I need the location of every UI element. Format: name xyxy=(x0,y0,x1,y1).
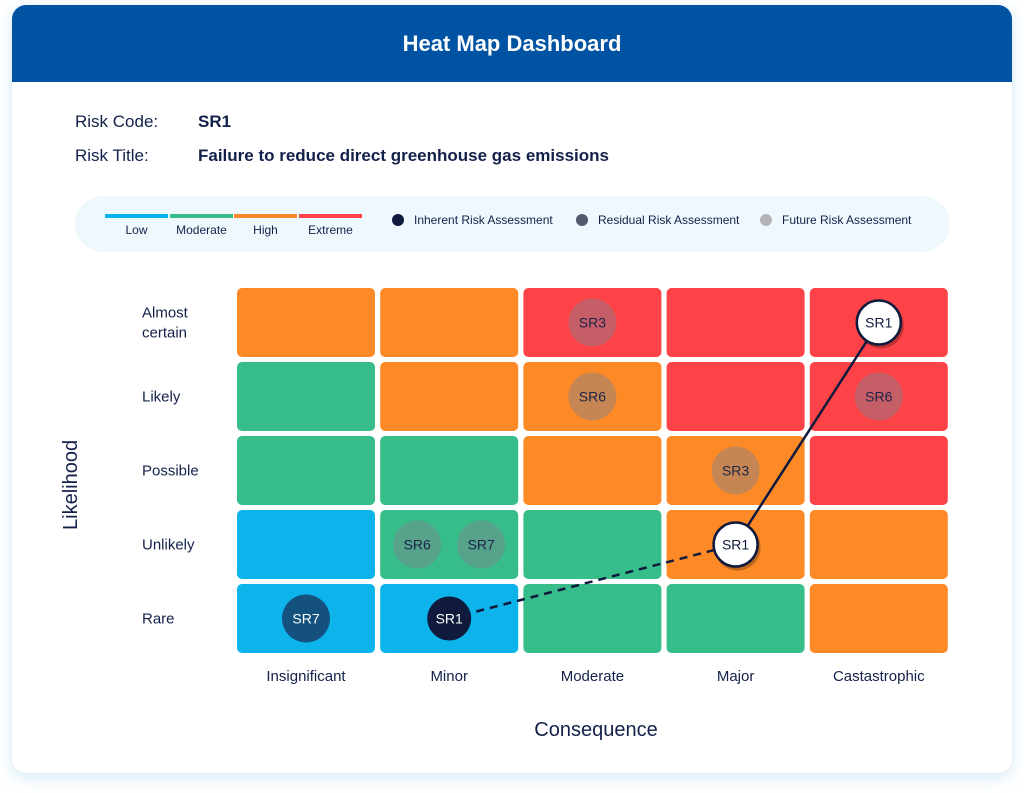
heatmap-cell xyxy=(380,436,519,505)
legend-extreme: Extreme xyxy=(299,214,362,237)
heatmap-cell xyxy=(666,436,805,505)
heatmap-cell xyxy=(237,288,375,357)
heatmap-cell xyxy=(523,584,662,653)
heatmap-cell xyxy=(809,584,948,653)
risk-marker-label: SR1 xyxy=(436,611,463,627)
risk-marker-label: SR1 xyxy=(865,315,892,331)
risk-marker xyxy=(568,298,617,347)
risk-marker xyxy=(854,372,903,421)
risk-title-row: Risk Title: Failure to reduce direct gre… xyxy=(75,146,609,166)
legend-low-label: Low xyxy=(125,223,148,237)
risk-code-value: SR1 xyxy=(198,112,232,131)
risk-title-label: Risk Title: xyxy=(75,146,149,165)
legend-extreme-swatch xyxy=(299,214,362,218)
legend-low-swatch xyxy=(105,214,168,218)
risk-path-dashed xyxy=(448,543,736,620)
legend-high-swatch xyxy=(234,214,297,218)
legend-future: Future Risk Assessment xyxy=(760,213,911,227)
y-tick-label: Unlikely xyxy=(142,537,195,554)
x-axis-title: Consequence xyxy=(534,719,657,741)
heatmap-cell xyxy=(380,362,519,431)
heatmap-cell xyxy=(380,288,519,357)
risk-code-label: Risk Code: xyxy=(75,112,159,131)
heatmap-cell xyxy=(523,288,662,357)
y-tick-label: Rare xyxy=(142,611,175,628)
legend-inherent: Inherent Risk Assessment xyxy=(392,213,553,227)
risk-marker xyxy=(711,446,760,495)
risk-title-value: Failure to reduce direct greenhouse gas … xyxy=(198,146,609,165)
risk-marker-label: SR6 xyxy=(404,537,431,553)
legend-low: Low xyxy=(105,214,168,237)
heatmap-cell xyxy=(809,436,948,505)
risk-marker-label: SR6 xyxy=(865,389,892,405)
risk-marker xyxy=(568,372,617,421)
legend-moderate: Moderate xyxy=(170,214,233,237)
x-tick-label: Minor xyxy=(430,668,468,685)
y-tick-label: Possible xyxy=(142,463,199,480)
heatmap-cell xyxy=(380,510,519,579)
risk-marker-label: SR1 xyxy=(722,537,749,553)
heatmap-cell xyxy=(666,288,805,357)
risk-marker-label: SR7 xyxy=(292,611,319,627)
y-tick-label: certain xyxy=(142,325,187,342)
heatmap-cell xyxy=(523,510,662,579)
legend-future-dot xyxy=(760,214,772,226)
risk-marker xyxy=(457,520,506,569)
x-tick-label: Castastrophic xyxy=(833,668,925,685)
risk-marker-label: SR3 xyxy=(722,463,749,479)
risk-marker-sr1 xyxy=(855,299,903,346)
risk-marker-label: SR6 xyxy=(579,389,606,405)
heatmap-cell xyxy=(237,362,375,431)
page-title: Heat Map Dashboard xyxy=(12,5,1012,82)
risk-path-solid xyxy=(734,321,880,546)
risk-marker-sr1 xyxy=(712,521,759,568)
legend-residual-label: Residual Risk Assessment xyxy=(598,213,740,227)
legend-inherent-label: Inherent Risk Assessment xyxy=(414,213,553,227)
heatmap-cell xyxy=(809,362,948,431)
y-tick-label: Likely xyxy=(142,389,181,406)
heatmap-cell xyxy=(666,584,805,653)
risk-marker-label: SR7 xyxy=(468,537,495,553)
legend-residual: Residual Risk Assessment xyxy=(576,213,739,227)
heatmap-cell xyxy=(237,510,375,579)
risk-marker xyxy=(393,520,442,569)
legend: Low Moderate High Extreme Inherent Risk … xyxy=(75,196,950,252)
legend-future-label: Future Risk Assessment xyxy=(782,213,912,227)
heatmap-cell xyxy=(523,436,662,505)
risk-code-row: Risk Code: SR1 xyxy=(75,112,231,132)
risk-marker-label: SR3 xyxy=(579,315,606,331)
legend-extreme-label: Extreme xyxy=(308,223,353,237)
risk-marker-sr1 xyxy=(427,596,472,641)
risk-marker xyxy=(282,594,330,643)
heatmap-cell xyxy=(523,362,662,431)
legend-high: High xyxy=(234,214,297,237)
y-tick-label: Almost xyxy=(142,305,189,322)
legend-inherent-dot xyxy=(392,214,404,226)
legend-high-label: High xyxy=(253,223,278,237)
legend-moderate-label: Moderate xyxy=(176,223,227,237)
heatmap-cell xyxy=(809,510,948,579)
legend-moderate-swatch xyxy=(170,214,233,218)
x-tick-label: Insignificant xyxy=(266,668,346,685)
heatmap-cell xyxy=(666,362,805,431)
heatmap-cell xyxy=(237,436,375,505)
x-tick-label: Moderate xyxy=(561,668,624,685)
legend-residual-dot xyxy=(576,214,588,226)
x-tick-label: Major xyxy=(717,668,755,685)
